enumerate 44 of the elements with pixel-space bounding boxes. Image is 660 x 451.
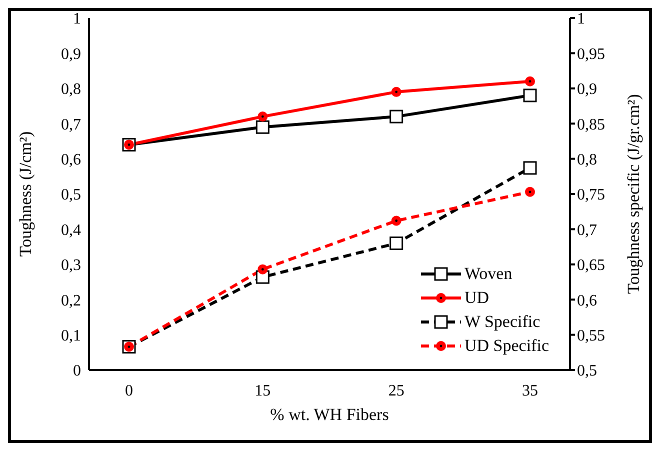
point bbox=[256, 120, 270, 134]
y2-tick-label: 0,95 bbox=[577, 46, 605, 63]
y-tick-label: 0,3 bbox=[61, 257, 81, 274]
y2-tick-label: 0,6 bbox=[577, 292, 597, 310]
point bbox=[523, 88, 537, 102]
y2-tick-label: 0,65 bbox=[577, 257, 605, 274]
point bbox=[390, 110, 404, 124]
y-tick-label: 0 bbox=[73, 362, 81, 380]
y2-tick-label: 0,75 bbox=[577, 186, 605, 204]
y2-tick-label: 0,7 bbox=[577, 222, 597, 239]
y-axis-title: Toughness (J/cm²) bbox=[16, 131, 36, 257]
x-axis-title: % wt. WH Fibers bbox=[270, 405, 389, 424]
x-tick-label: 0 bbox=[125, 382, 133, 400]
y-tick-label: 0,5 bbox=[61, 186, 81, 204]
point bbox=[391, 216, 402, 226]
legend-label: UD Specific bbox=[464, 336, 549, 356]
x-tick-label: 25 bbox=[388, 382, 404, 400]
x-tick-label: 15 bbox=[254, 382, 271, 400]
y-tick-label: 0,6 bbox=[61, 151, 81, 168]
y2-tick-label: 0,55 bbox=[577, 327, 605, 344]
y2-tick-label: 1 bbox=[577, 10, 585, 28]
x-tick-label: 35 bbox=[522, 382, 538, 400]
point bbox=[258, 264, 268, 274]
y2-tick-label: 0,5 bbox=[577, 362, 597, 380]
point bbox=[525, 186, 535, 197]
y-tick-label: 0,7 bbox=[61, 116, 81, 134]
legend-label: W Specific bbox=[464, 312, 540, 332]
y-tick-label: 1 bbox=[73, 10, 81, 28]
point bbox=[525, 76, 535, 86]
point bbox=[391, 86, 402, 97]
legend-label: Woven bbox=[464, 264, 512, 284]
point bbox=[390, 236, 404, 250]
y-tick-label: 0,8 bbox=[61, 81, 81, 98]
y2-tick-label: 0,9 bbox=[577, 81, 597, 98]
point bbox=[258, 112, 268, 122]
y2-tick-label: 0,85 bbox=[577, 116, 605, 134]
legend-label: UD bbox=[464, 288, 490, 308]
y-tick-label: 0,1 bbox=[61, 327, 81, 344]
point bbox=[523, 161, 537, 175]
y2-axis-title: Toughness specific (J/gr.cm²) bbox=[624, 94, 644, 294]
y-tick-label: 0,4 bbox=[61, 222, 81, 239]
y-tick-label: 0,9 bbox=[61, 46, 81, 63]
y2-tick-label: 0,8 bbox=[577, 151, 597, 168]
y-tick-label: 0,2 bbox=[61, 292, 81, 310]
